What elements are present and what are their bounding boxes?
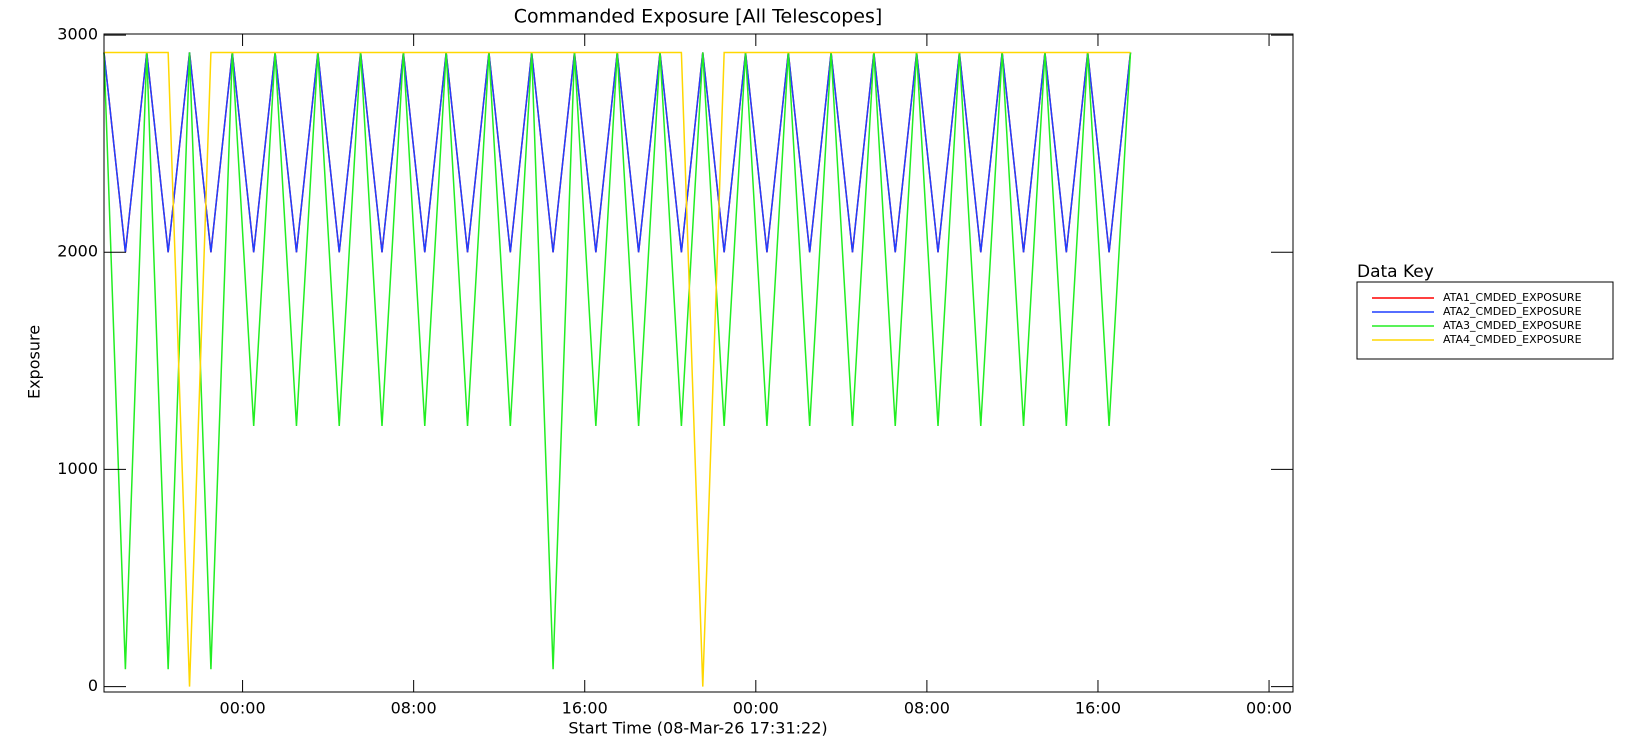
legend-label: ATA2_CMDED_EXPOSURE xyxy=(1443,305,1582,318)
x-tick-label: 16:00 xyxy=(1075,699,1121,718)
data-line xyxy=(104,51,1131,687)
y-tick-label: 0 xyxy=(88,676,98,695)
data-line xyxy=(103,52,1132,253)
legend-title: Data Key xyxy=(1357,262,1434,282)
x-tick-label: 00:00 xyxy=(1246,699,1292,718)
chart-title: Commanded Exposure [All Telescopes] xyxy=(514,6,883,28)
y-tick-label: 2000 xyxy=(57,242,98,261)
x-tick-label: 08:00 xyxy=(904,699,950,718)
x-tick-label: 08:00 xyxy=(391,699,437,718)
x-tick-label: 00:00 xyxy=(733,699,779,718)
y-tick-label: 3000 xyxy=(57,25,98,44)
y-tick-label: 1000 xyxy=(57,459,98,478)
x-axis-label: Start Time (08-Mar-26 17:31:22) xyxy=(568,719,827,738)
y-axis-label: Exposure xyxy=(25,325,44,399)
legend-label: ATA3_CMDED_EXPOSURE xyxy=(1443,319,1582,332)
legend-label: ATA4_CMDED_EXPOSURE xyxy=(1443,333,1582,346)
x-tick-label: 16:00 xyxy=(562,699,608,718)
legend-box xyxy=(1356,281,1614,360)
legend-label: ATA1_CMDED_EXPOSURE xyxy=(1443,291,1582,304)
data-line xyxy=(103,52,1132,670)
data-line xyxy=(103,52,1132,253)
plot-frame xyxy=(103,33,1294,693)
x-tick-label: 00:00 xyxy=(220,699,266,718)
